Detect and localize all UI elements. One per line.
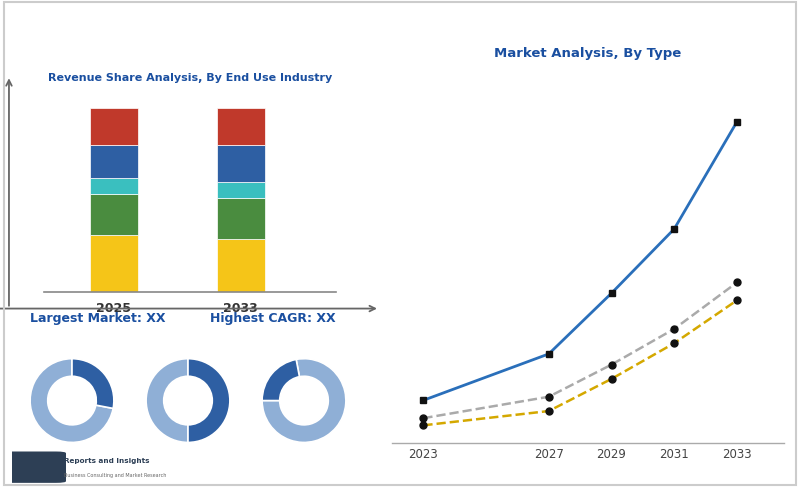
- Bar: [90, 194, 138, 235]
- Bar: [217, 145, 265, 182]
- Text: Reports and Insights: Reports and Insights: [64, 458, 150, 464]
- Wedge shape: [262, 359, 346, 442]
- Bar: [217, 108, 265, 145]
- Bar: [90, 235, 138, 292]
- Title: Revenue Share Analysis, By End Use Industry: Revenue Share Analysis, By End Use Indus…: [48, 73, 332, 83]
- Wedge shape: [188, 358, 230, 442]
- Bar: [217, 198, 265, 239]
- Text: GLOBAL WAREHOUSE DRONES MARKET SEGMENT ANALYSIS: GLOBAL WAREHOUSE DRONES MARKET SEGMENT A…: [22, 26, 514, 41]
- Bar: [90, 108, 138, 145]
- Wedge shape: [146, 358, 188, 442]
- Text: Largest Market: XX: Largest Market: XX: [30, 313, 166, 325]
- Bar: [217, 239, 265, 292]
- Title: Market Analysis, By Type: Market Analysis, By Type: [494, 47, 682, 60]
- Text: Business Consulting and Market Research: Business Consulting and Market Research: [64, 472, 166, 478]
- Wedge shape: [72, 358, 114, 409]
- Bar: [90, 145, 138, 178]
- FancyBboxPatch shape: [2, 451, 66, 483]
- Bar: [90, 178, 138, 194]
- Bar: [217, 182, 265, 198]
- Wedge shape: [262, 359, 299, 401]
- Text: Highest CAGR: XX: Highest CAGR: XX: [210, 313, 335, 325]
- Wedge shape: [30, 358, 113, 442]
